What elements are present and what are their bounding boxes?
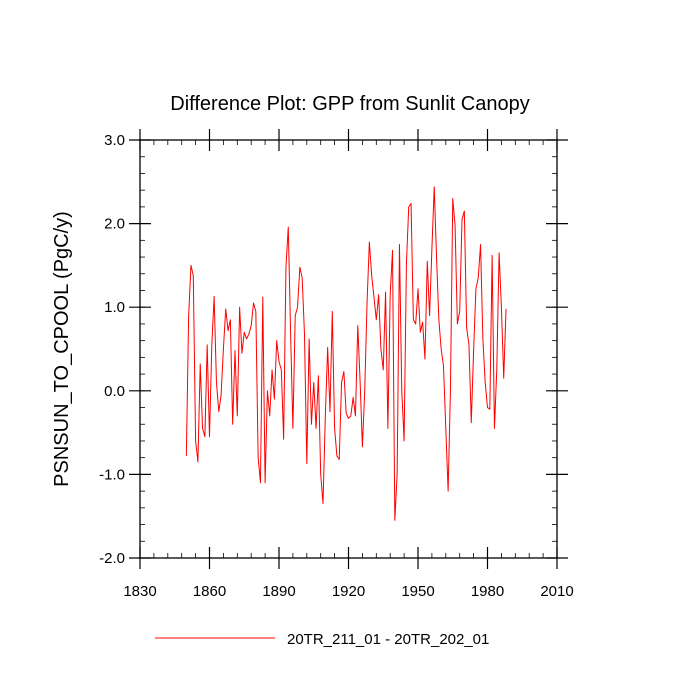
plot-frame [139, 139, 558, 559]
y-axis-label: PSNSUN_TO_CPOOL (PgC/y) [51, 211, 73, 487]
x-tick-label: 2010 [540, 583, 573, 600]
minor-ticks [139, 139, 558, 559]
chart-title: Difference Plot: GPP from Sunlit Canopy [170, 93, 529, 115]
x-tick-label: 1860 [193, 583, 226, 600]
y-tick-label: 1.0 [104, 299, 125, 316]
x-tick-label: 1890 [262, 583, 295, 600]
series-group [185, 186, 507, 521]
x-tick-labels: 1830 1860 1890 1920 1950 1980 2010 [123, 583, 573, 600]
y-tick-labels: -2.0 -1.0 0.0 1.0 2.0 3.0 [99, 132, 125, 567]
x-tick-label: 1980 [471, 583, 504, 600]
y-tick-label: 0.0 [104, 383, 125, 400]
y-tick-label: 2.0 [104, 216, 125, 233]
x-tick-label: 1950 [401, 583, 434, 600]
y-tick-label: 3.0 [104, 132, 125, 149]
legend-label: 20TR_211_01 - 20TR_202_01 [287, 631, 489, 648]
y-tick-label: -2.0 [99, 550, 125, 567]
series-line [185, 186, 507, 521]
major-ticks [129, 129, 568, 569]
y-tick-label: -1.0 [99, 466, 125, 483]
x-tick-label: 1830 [123, 583, 156, 600]
x-tick-label: 1920 [332, 583, 365, 600]
